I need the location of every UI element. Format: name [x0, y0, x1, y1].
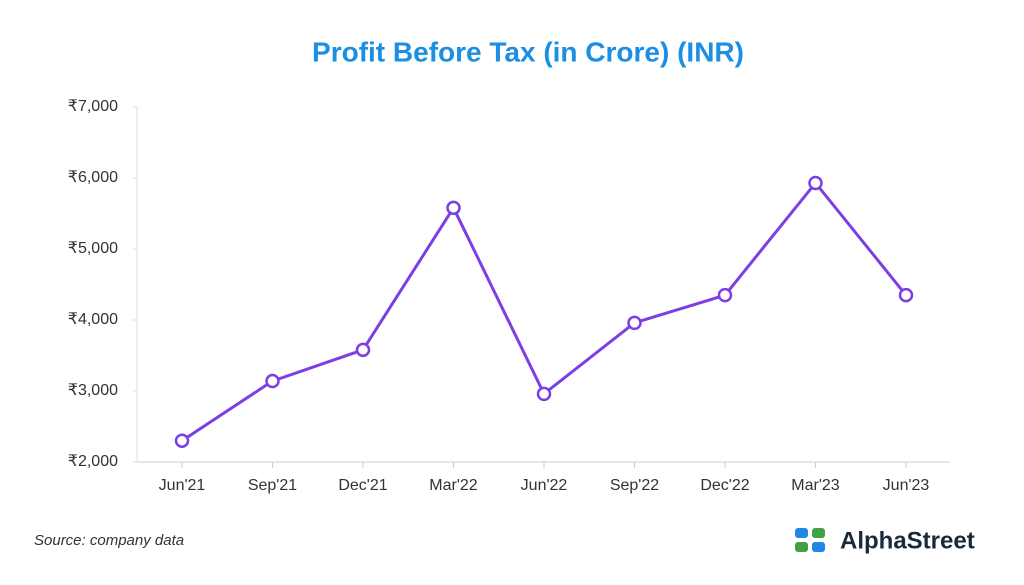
x-tick-label: Dec'21: [338, 477, 387, 494]
y-tick-label: ₹7,000: [68, 98, 118, 115]
y-tick-label: ₹3,000: [68, 382, 118, 399]
data-point: [717, 287, 733, 303]
y-tick-label: ₹6,000: [68, 169, 118, 186]
x-tick-label: Jun'21: [159, 477, 206, 494]
chart-title: Profit Before Tax (in Crore) (INR): [312, 36, 744, 67]
data-point: [627, 315, 642, 331]
x-tick-label: Mar'22: [429, 477, 478, 494]
brand-logo: [795, 528, 825, 552]
brand-name: AlphaStreet: [840, 527, 975, 554]
y-tick-label: ₹5,000: [68, 240, 118, 257]
data-point: [174, 433, 190, 448]
data-point: [898, 287, 914, 303]
y-tick-label: ₹2,000: [68, 453, 118, 470]
data-point: [808, 175, 823, 191]
series-line: [181, 180, 908, 442]
x-tick-label: Sep'22: [610, 477, 659, 494]
source-note: Source: company data: [34, 532, 184, 549]
x-tick-label: Sep'21: [248, 477, 297, 494]
data-point: [536, 386, 552, 402]
x-tick-label: Mar'23: [791, 477, 840, 494]
data-point: [265, 373, 280, 389]
data-point: [446, 200, 461, 216]
data-point: [355, 342, 371, 358]
x-tick-label: Jun'22: [521, 477, 568, 494]
y-tick-label: ₹4,000: [68, 311, 118, 328]
x-tick-label: Jun'23: [883, 477, 930, 494]
x-tick-label: Dec'22: [700, 477, 749, 494]
